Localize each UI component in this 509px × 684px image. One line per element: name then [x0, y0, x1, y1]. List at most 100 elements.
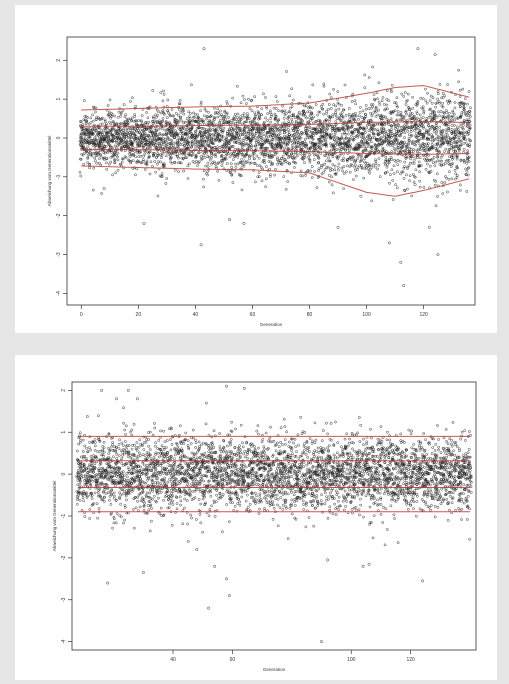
- data-point: [425, 101, 429, 105]
- data-point: [264, 125, 268, 129]
- data-point: [331, 144, 334, 147]
- data-point: [462, 141, 466, 145]
- data-point: [374, 158, 377, 162]
- data-point: [168, 142, 172, 146]
- data-point: [139, 477, 142, 481]
- data-point: [231, 181, 235, 184]
- data-point: [430, 133, 433, 136]
- data-point: [85, 496, 89, 499]
- data-point: [87, 140, 90, 144]
- data-point: [429, 169, 433, 173]
- data-point: [256, 175, 260, 179]
- data-point: [103, 120, 107, 123]
- data-point: [150, 483, 154, 487]
- data-point: [83, 515, 87, 518]
- data-point: [226, 130, 229, 134]
- data-point: [187, 110, 191, 114]
- data-point: [194, 132, 197, 136]
- data-point: [250, 119, 254, 123]
- data-point: [142, 497, 146, 501]
- data-point: [294, 138, 298, 142]
- data-point: [353, 160, 356, 164]
- data-point: [149, 497, 153, 500]
- outlier-point: [433, 53, 437, 56]
- data-point: [119, 515, 123, 519]
- data-point: [351, 157, 355, 161]
- data-point: [301, 174, 304, 178]
- data-point: [459, 159, 463, 162]
- data-point: [154, 441, 158, 445]
- data-point: [334, 140, 337, 144]
- data-point: [293, 156, 297, 160]
- data-point: [310, 112, 313, 116]
- data-point: [348, 118, 352, 121]
- data-point: [345, 170, 348, 174]
- data-point: [465, 124, 469, 128]
- data-point: [128, 150, 132, 153]
- data-point: [464, 167, 468, 171]
- data-point: [167, 122, 170, 125]
- data-point: [108, 98, 112, 102]
- data-point: [288, 162, 291, 166]
- data-point: [102, 446, 106, 450]
- data-point: [449, 139, 452, 142]
- data-point: [357, 118, 360, 121]
- data-point: [146, 146, 149, 150]
- data-point: [350, 100, 354, 103]
- data-point: [80, 152, 84, 156]
- data-point: [374, 162, 378, 166]
- data-point: [156, 138, 160, 141]
- data-point: [148, 529, 152, 533]
- data-point: [157, 439, 161, 442]
- data-point: [261, 167, 265, 171]
- data-point: [102, 490, 105, 494]
- data-point: [428, 108, 432, 112]
- data-point: [127, 492, 131, 496]
- data-point: [417, 118, 420, 122]
- data-point: [445, 133, 449, 137]
- data-point: [392, 132, 396, 136]
- data-point: [164, 120, 168, 123]
- data-point: [376, 167, 379, 171]
- data-point: [249, 161, 253, 165]
- data-point: [390, 168, 394, 172]
- data-point: [256, 164, 259, 167]
- data-point: [191, 115, 195, 119]
- data-point: [358, 164, 362, 168]
- data-point: [124, 156, 128, 159]
- data-point: [221, 121, 225, 125]
- data-point: [427, 133, 431, 137]
- data-point: [151, 480, 154, 484]
- data-point: [129, 430, 132, 434]
- data-point: [215, 129, 219, 133]
- data-point: [214, 155, 218, 158]
- data-point: [384, 131, 388, 135]
- data-point: [328, 159, 332, 163]
- data-point: [390, 158, 394, 161]
- data-point: [81, 466, 85, 470]
- data-point: [458, 189, 462, 192]
- data-point: [208, 126, 212, 130]
- data-point: [75, 490, 79, 493]
- data-point: [270, 132, 273, 136]
- data-point: [328, 133, 332, 137]
- data-point: [113, 151, 116, 155]
- data-point: [356, 147, 359, 150]
- data-point: [434, 160, 437, 164]
- data-point: [256, 138, 260, 142]
- data-point: [415, 110, 419, 114]
- data-point: [414, 156, 418, 160]
- data-point: [409, 148, 413, 151]
- data-point: [223, 115, 226, 118]
- data-point: [301, 112, 305, 116]
- data-point: [362, 176, 366, 180]
- data-point: [463, 102, 466, 105]
- data-point: [178, 108, 181, 111]
- data-point: [220, 159, 223, 162]
- data-point: [140, 114, 144, 117]
- data-point: [378, 103, 382, 106]
- data-point: [245, 153, 248, 157]
- data-point: [228, 120, 232, 124]
- data-point: [152, 116, 155, 120]
- data-point: [286, 143, 289, 147]
